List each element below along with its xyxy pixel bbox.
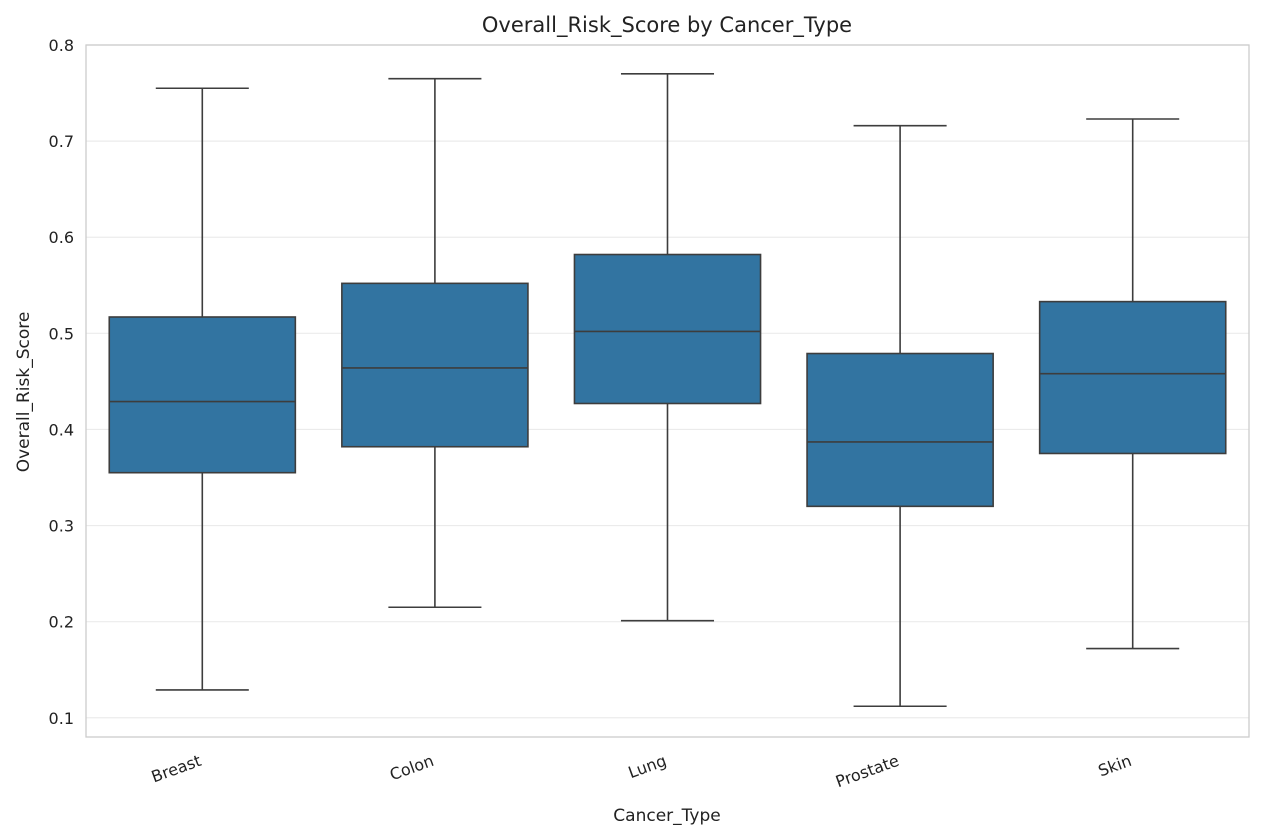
x-tick-label: Colon [387, 751, 436, 784]
y-tick-label: 0.7 [49, 132, 74, 151]
box-breast [108, 87, 297, 691]
chart-title: Overall_Risk_Score by Cancer_Type [482, 13, 852, 38]
iqr-box [806, 352, 994, 508]
x-tick-label: Skin [1096, 751, 1134, 780]
x-tick-label: Prostate [833, 751, 901, 791]
y-tick-label: 0.6 [49, 228, 74, 247]
y-tick-label: 0.4 [49, 420, 74, 439]
y-axis-label: Overall_Risk_Score [14, 312, 34, 473]
boxes [108, 73, 1227, 708]
y-axis-ticks: 0.1 0.2 0.3 0.4 0.5 0.6 0.7 0.8 [49, 36, 74, 728]
box-lung [573, 73, 762, 622]
plot-frame [85, 44, 1250, 738]
x-axis-label: Cancer_Type [613, 806, 720, 826]
y-tick-label: 0.2 [49, 613, 74, 632]
iqr-box [108, 316, 297, 474]
box-colon [341, 77, 529, 609]
iqr-box [1038, 300, 1227, 455]
box-skin [1038, 118, 1227, 650]
x-tick-label: Breast [149, 751, 204, 786]
y-tick-label: 0.1 [49, 709, 74, 728]
y-tick-label: 0.5 [49, 324, 74, 343]
y-tick-label: 0.3 [49, 517, 74, 536]
iqr-box [341, 282, 529, 448]
x-tick-label: Lung [626, 751, 669, 782]
iqr-box [573, 253, 762, 405]
box-prostate [806, 124, 994, 708]
x-axis-ticks: Breast Colon Lung Prostate Skin [149, 751, 1134, 791]
y-tick-label: 0.8 [49, 36, 74, 55]
